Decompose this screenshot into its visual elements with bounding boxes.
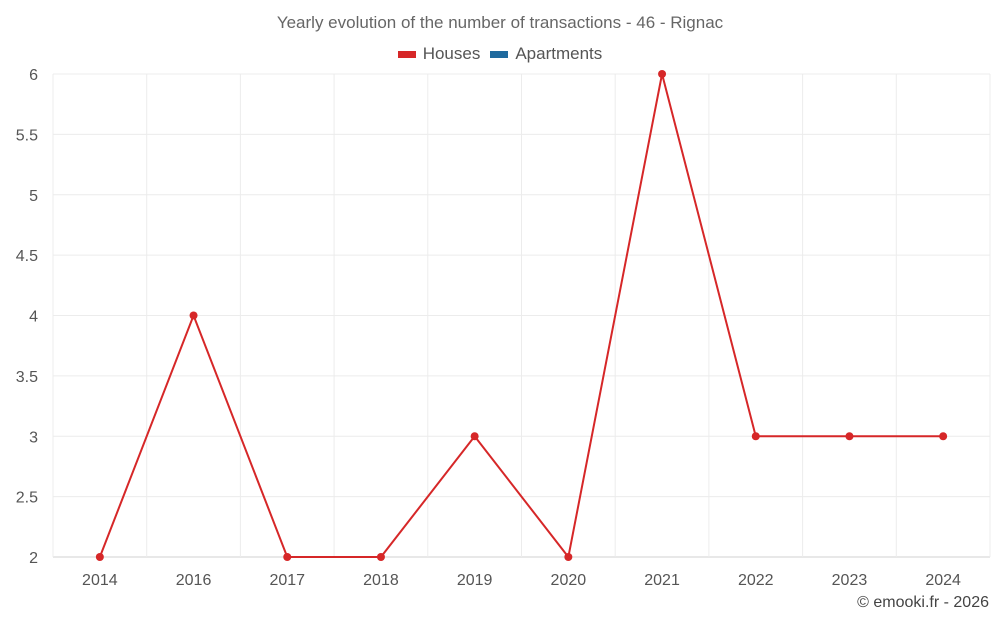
- data-point-houses[interactable]: [189, 311, 198, 320]
- data-point-houses[interactable]: [564, 553, 573, 561]
- data-point-houses[interactable]: [283, 553, 292, 561]
- x-tick-label: 2023: [832, 572, 868, 589]
- data-point-houses[interactable]: [470, 432, 479, 441]
- legend: Houses Apartments: [0, 44, 1000, 64]
- y-tick-label: 2.5: [16, 490, 38, 507]
- legend-item-houses[interactable]: Houses: [397, 44, 481, 64]
- series-line-houses: [98, 73, 944, 560]
- data-point-houses[interactable]: [658, 70, 667, 78]
- x-tick-label: 2022: [738, 572, 774, 589]
- y-tick-label: 3.5: [16, 369, 38, 386]
- data-point-houses[interactable]: [751, 432, 760, 441]
- credit-text: © emooki.fr - 2026: [857, 594, 989, 611]
- data-point-houses[interactable]: [845, 432, 854, 441]
- series-layer: [95, 70, 948, 561]
- legend-item-apartments[interactable]: Apartments: [490, 44, 602, 64]
- grid: [52, 73, 991, 558]
- data-point-houses[interactable]: [939, 432, 948, 441]
- data-point-houses[interactable]: [95, 553, 104, 561]
- chart-title: Yearly evolution of the number of transa…: [276, 13, 724, 32]
- legend-swatch-apartments: [490, 50, 509, 58]
- x-tick-label: 2024: [925, 572, 961, 589]
- data-point-houses[interactable]: [376, 553, 385, 561]
- x-tick-label: 2018: [363, 572, 399, 589]
- x-tick-label: 2020: [551, 572, 587, 589]
- y-tick-label: 5: [29, 188, 38, 205]
- legend-swatch-houses: [397, 50, 416, 58]
- y-tick-label: 3: [29, 429, 38, 446]
- x-tick-label: 2021: [644, 572, 680, 589]
- legend-label-apartments: Apartments: [515, 44, 603, 63]
- x-tick-label: 2017: [269, 572, 305, 589]
- y-tick-label: 6: [29, 67, 38, 84]
- y-axis: 2 2.5 3 3.5 4 4.5 5 5.5 6: [16, 67, 38, 567]
- y-tick-label: 2: [29, 550, 38, 567]
- x-tick-label: 2014: [82, 572, 118, 589]
- x-tick-label: 2019: [457, 572, 493, 589]
- x-axis: 2014 2016 2017 2018 2019 2020 2021 2022 2023 2024: [82, 572, 961, 589]
- y-tick-label: 4.5: [16, 248, 38, 265]
- y-tick-label: 4: [29, 309, 38, 326]
- legend-label-houses: Houses: [422, 44, 481, 63]
- y-tick-label: 5.5: [16, 127, 38, 144]
- x-tick-label: 2016: [176, 572, 212, 589]
